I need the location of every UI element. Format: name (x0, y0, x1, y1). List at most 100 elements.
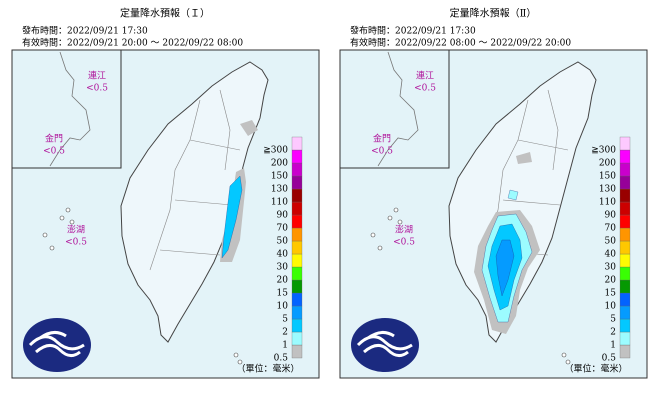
county-border (149, 89, 241, 271)
legend-label: 0.5 (274, 354, 289, 364)
legend-swatch (291, 331, 303, 346)
coastline (49, 51, 91, 167)
legend-label: 50 (277, 237, 289, 247)
legend-label: 20 (277, 276, 289, 286)
legend-swatch (619, 175, 631, 190)
valid-time: 有效時間：2022/09/21 20:00 ～ 2022/09/22 08:00 (22, 37, 243, 49)
logo-swirl (28, 331, 85, 357)
legend-swatch (291, 136, 303, 151)
legend-swatch (619, 292, 631, 307)
region-name: 澎湖 (395, 224, 413, 236)
legend-label: 10 (605, 302, 617, 312)
legend-swatch (291, 279, 303, 294)
legend-label: 130 (271, 185, 288, 195)
legend-swatch (291, 188, 303, 203)
map-title: 定量降水預報（Ⅱ） (450, 7, 537, 20)
legend-label: 40 (605, 250, 617, 260)
legend-swatch (291, 201, 303, 216)
legend-label: 30 (277, 263, 289, 273)
legend-label: 5 (610, 315, 616, 325)
legend-label: 15 (605, 289, 617, 299)
legend-label: 0.5 (602, 354, 617, 364)
islet (237, 359, 243, 365)
logo-disc (351, 318, 419, 372)
issue-time: 發布時間：2022/09/21 17:30 (22, 25, 148, 37)
unit-label: （單位：毫米） (236, 363, 299, 375)
legend-swatch (619, 188, 631, 203)
unit-label: （單位：毫米） (564, 363, 627, 375)
region-value: <0.5 (43, 147, 65, 157)
legend-label: 70 (277, 224, 289, 234)
region-name: 澎湖 (67, 224, 85, 236)
legend-swatch (619, 253, 631, 268)
legend-swatch (291, 253, 303, 268)
county-border (477, 89, 569, 271)
logo (351, 318, 419, 372)
legend-swatch (291, 305, 303, 320)
legend-swatch (619, 214, 631, 229)
legend-label: 30 (605, 263, 617, 273)
legend-swatch (291, 344, 303, 359)
inset-frame (339, 49, 450, 169)
legend-swatch (291, 175, 303, 190)
legend-label: 70 (605, 224, 617, 234)
legend-label: 1 (610, 341, 616, 351)
legend-label: 130 (599, 185, 616, 195)
legend-label: 20 (605, 276, 617, 286)
legend-label: 110 (271, 198, 288, 208)
islet (233, 352, 239, 358)
legend-swatch (291, 292, 303, 307)
inset-frame (11, 49, 122, 169)
legend-swatch (291, 149, 303, 164)
map-panel: 定量降水預報（Ｉ） 發布時間：2022/09/21 17:30有效時間：2022/… (11, 7, 320, 379)
legend-swatch (619, 279, 631, 294)
legend-label: 90 (277, 211, 289, 221)
islet (65, 207, 71, 213)
legend-swatch (291, 240, 303, 255)
legend-swatch (619, 344, 631, 359)
islet (42, 232, 48, 238)
legend-label: 110 (599, 198, 616, 208)
logo-swirl (356, 331, 413, 357)
legend-label: 50 (605, 237, 617, 247)
legend-swatch (291, 214, 303, 229)
legend-swatch (291, 318, 303, 333)
islet (49, 245, 55, 251)
legend-label: 200 (271, 159, 288, 169)
legend-label: 2 (610, 328, 616, 338)
islet (387, 215, 393, 221)
islet (377, 245, 383, 251)
legend-label: 10 (277, 302, 289, 312)
region-value: <0.5 (86, 84, 108, 94)
region-name: 金門 (45, 133, 63, 145)
islet (69, 219, 75, 225)
legend-label: 15 (277, 289, 289, 299)
legend-swatch (619, 240, 631, 255)
legend-label: ≧300 (263, 146, 288, 156)
islet (370, 232, 376, 238)
legend-label: ≧300 (591, 146, 616, 156)
region-name: 金門 (373, 133, 391, 145)
legend-swatch (291, 162, 303, 177)
islet (59, 215, 65, 221)
logo (23, 318, 91, 372)
map-panel: 定量降水預報（Ⅱ） 發布時間：2022/09/21 17:30有效時間：2022/… (339, 7, 648, 379)
legend-label: 90 (605, 211, 617, 221)
region-name: 連江 (416, 70, 434, 82)
islet (561, 352, 567, 358)
region-name: 連江 (88, 70, 106, 82)
legend-label: 5 (282, 315, 288, 325)
issue-time: 發布時間：2022/09/21 17:30 (350, 25, 476, 37)
legend-label: 200 (599, 159, 616, 169)
legend-swatch (619, 162, 631, 177)
legend-swatch (619, 266, 631, 281)
legend-label: 150 (599, 172, 616, 182)
region-value: <0.5 (414, 84, 436, 94)
legend-label: 150 (271, 172, 288, 182)
islet (397, 219, 403, 225)
legend-label: 1 (282, 341, 288, 351)
legend-swatch (619, 136, 631, 151)
region-value: <0.5 (65, 238, 87, 248)
region-value: <0.5 (393, 238, 415, 248)
